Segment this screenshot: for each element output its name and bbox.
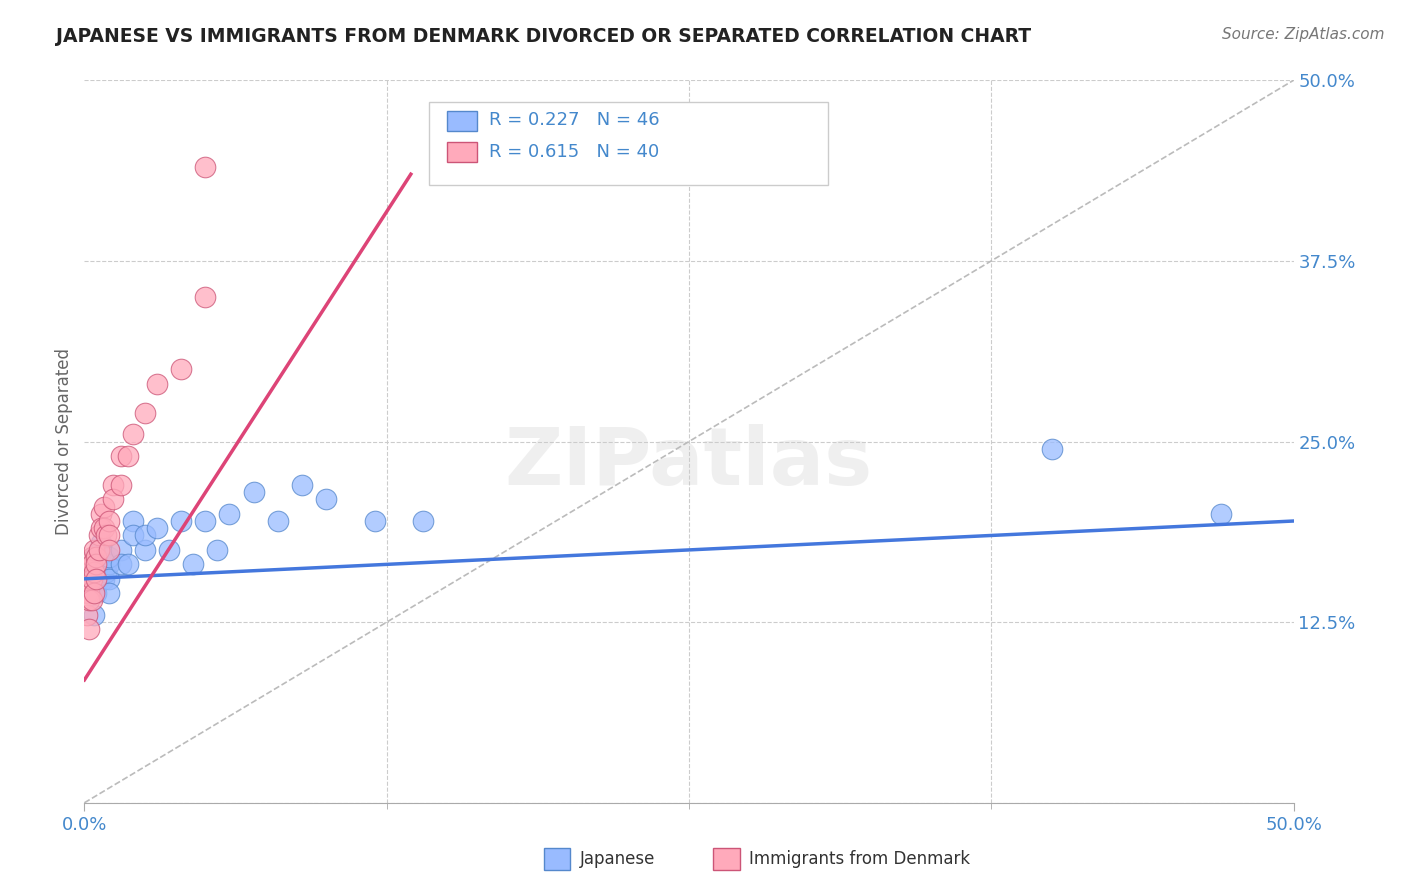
Text: Immigrants from Denmark: Immigrants from Denmark <box>749 850 970 868</box>
Point <box>90 535 112 549</box>
Point <box>80 558 103 572</box>
Point <box>110 449 132 463</box>
FancyBboxPatch shape <box>447 142 478 162</box>
Point <box>86 550 108 565</box>
Text: ZIPatlas: ZIPatlas <box>505 425 873 502</box>
Point <box>97 558 120 572</box>
Point <box>90 542 112 557</box>
Point <box>90 507 112 521</box>
Point <box>77 586 100 600</box>
Point <box>218 507 240 521</box>
Point <box>76 572 98 586</box>
Point <box>87 565 110 579</box>
Point <box>93 572 115 586</box>
Point <box>77 565 100 579</box>
Point <box>1209 507 1232 521</box>
Point <box>103 478 125 492</box>
Point <box>77 565 100 579</box>
Point <box>97 586 120 600</box>
Point <box>97 528 120 542</box>
FancyBboxPatch shape <box>544 848 571 870</box>
Point <box>110 478 132 492</box>
Point <box>86 572 108 586</box>
Point <box>117 558 139 572</box>
Point <box>121 528 143 542</box>
Point <box>94 565 117 579</box>
Point <box>93 550 115 565</box>
Point <box>80 572 103 586</box>
Point <box>134 542 156 557</box>
Point <box>1040 442 1063 456</box>
Point <box>157 542 180 557</box>
Point <box>86 550 108 565</box>
Point <box>97 572 120 586</box>
Point <box>77 623 100 637</box>
Point <box>94 528 117 542</box>
Point <box>93 500 115 514</box>
Point <box>83 565 105 579</box>
Point <box>83 550 105 565</box>
Point <box>83 586 105 600</box>
Point <box>121 514 143 528</box>
Point <box>110 542 132 557</box>
Point <box>117 449 139 463</box>
Point <box>76 558 98 572</box>
Point <box>80 550 103 565</box>
Point <box>86 572 108 586</box>
Point <box>170 514 193 528</box>
Point <box>194 514 217 528</box>
Point <box>94 558 117 572</box>
Point <box>76 586 98 600</box>
Point <box>83 586 105 600</box>
Point <box>80 558 103 572</box>
Point <box>93 521 115 535</box>
Point <box>267 514 290 528</box>
Point <box>87 558 110 572</box>
Point <box>87 572 110 586</box>
Point <box>97 514 120 528</box>
Point <box>181 558 204 572</box>
Point <box>90 521 112 535</box>
Point <box>83 607 105 622</box>
Point <box>83 542 105 557</box>
Point <box>121 427 143 442</box>
Point <box>86 586 108 600</box>
Point <box>170 362 193 376</box>
Point <box>97 542 120 557</box>
Point <box>194 160 217 174</box>
Point <box>291 478 314 492</box>
Point <box>87 542 110 557</box>
FancyBboxPatch shape <box>429 102 828 185</box>
Point <box>86 579 108 593</box>
Point <box>363 514 385 528</box>
Text: R = 0.227   N = 46: R = 0.227 N = 46 <box>489 111 659 129</box>
Point <box>146 521 169 535</box>
Point <box>110 558 132 572</box>
Point <box>194 290 217 304</box>
Point <box>315 492 337 507</box>
Point <box>86 565 108 579</box>
Point <box>97 550 120 565</box>
FancyBboxPatch shape <box>447 111 478 131</box>
Point <box>103 492 125 507</box>
Point <box>412 514 434 528</box>
Point <box>146 376 169 391</box>
Text: JAPANESE VS IMMIGRANTS FROM DENMARK DIVORCED OR SEPARATED CORRELATION CHART: JAPANESE VS IMMIGRANTS FROM DENMARK DIVO… <box>56 27 1032 45</box>
Point <box>134 528 156 542</box>
Point <box>87 528 110 542</box>
Point <box>86 558 108 572</box>
Point <box>242 485 264 500</box>
Y-axis label: Divorced or Separated: Divorced or Separated <box>55 348 73 535</box>
Point <box>76 607 98 622</box>
FancyBboxPatch shape <box>713 848 740 870</box>
Point <box>80 593 103 607</box>
Point <box>77 572 100 586</box>
Point <box>80 572 103 586</box>
Point <box>207 542 229 557</box>
Text: Japanese: Japanese <box>581 850 655 868</box>
Point <box>134 406 156 420</box>
Point <box>77 593 100 607</box>
Text: R = 0.615   N = 40: R = 0.615 N = 40 <box>489 143 659 161</box>
Text: Source: ZipAtlas.com: Source: ZipAtlas.com <box>1222 27 1385 42</box>
